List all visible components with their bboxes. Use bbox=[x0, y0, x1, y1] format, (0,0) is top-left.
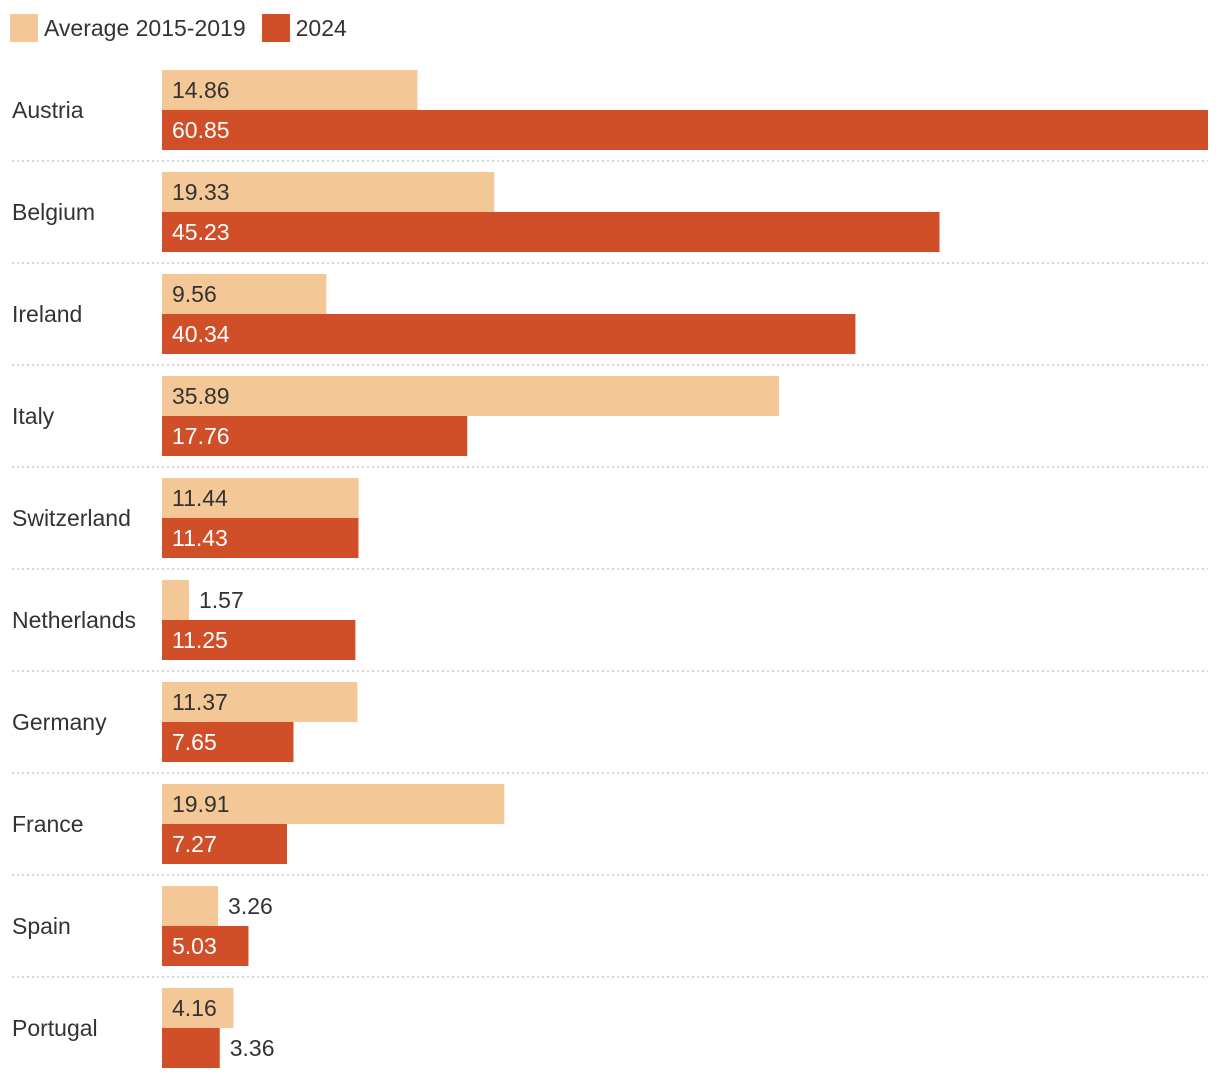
legend-label-series-2: 2024 bbox=[295, 14, 347, 41]
bar-2024 bbox=[162, 1028, 220, 1068]
bar-2024 bbox=[162, 620, 356, 660]
bar-average-2015-2019 bbox=[162, 580, 189, 620]
category-label: Portugal bbox=[12, 1015, 98, 1041]
bar-2024 bbox=[162, 518, 359, 558]
data-label: 14.86 bbox=[172, 77, 230, 103]
category-label: Spain bbox=[12, 913, 71, 939]
data-label: 19.91 bbox=[172, 791, 230, 817]
data-label: 11.25 bbox=[172, 627, 228, 653]
bar-2024 bbox=[162, 722, 294, 762]
bar-average-2015-2019 bbox=[162, 70, 418, 110]
data-label: 3.36 bbox=[230, 1035, 275, 1061]
data-label: 11.44 bbox=[172, 485, 228, 511]
category-label: Ireland bbox=[12, 301, 82, 327]
legend-label-series-1: Average 2015-2019 bbox=[44, 14, 246, 41]
data-label: 40.34 bbox=[172, 321, 230, 347]
category-label: Switzerland bbox=[12, 505, 131, 531]
bar-2024 bbox=[162, 416, 468, 456]
legend-item-series-2: 2024 bbox=[261, 14, 347, 42]
bar-average-2015-2019 bbox=[162, 682, 358, 722]
bar-2024 bbox=[162, 926, 249, 966]
category-label: Italy bbox=[12, 403, 55, 429]
data-label: 9.56 bbox=[172, 281, 217, 307]
bar-2024 bbox=[162, 212, 940, 252]
category-label: France bbox=[12, 811, 84, 837]
data-label: 7.65 bbox=[172, 729, 217, 755]
bar-average-2015-2019 bbox=[162, 988, 234, 1028]
data-label: 19.33 bbox=[172, 179, 230, 205]
legend-item-series-1: Average 2015-2019 bbox=[10, 14, 246, 42]
bar-average-2015-2019 bbox=[162, 886, 219, 926]
category-label: Belgium bbox=[12, 199, 95, 225]
bar-average-2015-2019 bbox=[162, 274, 327, 314]
data-label: 11.37 bbox=[172, 689, 228, 715]
data-label: 3.26 bbox=[228, 893, 273, 919]
legend-swatch-series-1 bbox=[10, 14, 38, 42]
legend-swatch-series-2 bbox=[261, 14, 290, 42]
data-label: 60.85 bbox=[172, 117, 230, 143]
category-label: Netherlands bbox=[12, 607, 136, 633]
data-label: 35.89 bbox=[172, 383, 230, 409]
data-label: 17.76 bbox=[172, 423, 230, 449]
data-label: 45.23 bbox=[172, 219, 230, 245]
data-label: 1.57 bbox=[199, 587, 244, 613]
bar-average-2015-2019 bbox=[162, 172, 495, 212]
data-label: 11.43 bbox=[172, 525, 228, 551]
category-label: Germany bbox=[12, 709, 107, 735]
data-label: 4.16 bbox=[172, 995, 217, 1021]
bar-average-2015-2019 bbox=[162, 784, 505, 824]
data-label: 5.03 bbox=[172, 933, 217, 959]
bar-2024 bbox=[162, 314, 856, 354]
chart-legend: Average 2015-2019 2024 bbox=[10, 14, 363, 42]
bar-2024 bbox=[162, 110, 1208, 150]
bar-2024 bbox=[162, 824, 287, 864]
bar-average-2015-2019 bbox=[162, 478, 359, 518]
data-label: 7.27 bbox=[172, 831, 217, 857]
bar-average-2015-2019 bbox=[162, 376, 779, 416]
category-label: Austria bbox=[12, 97, 84, 123]
